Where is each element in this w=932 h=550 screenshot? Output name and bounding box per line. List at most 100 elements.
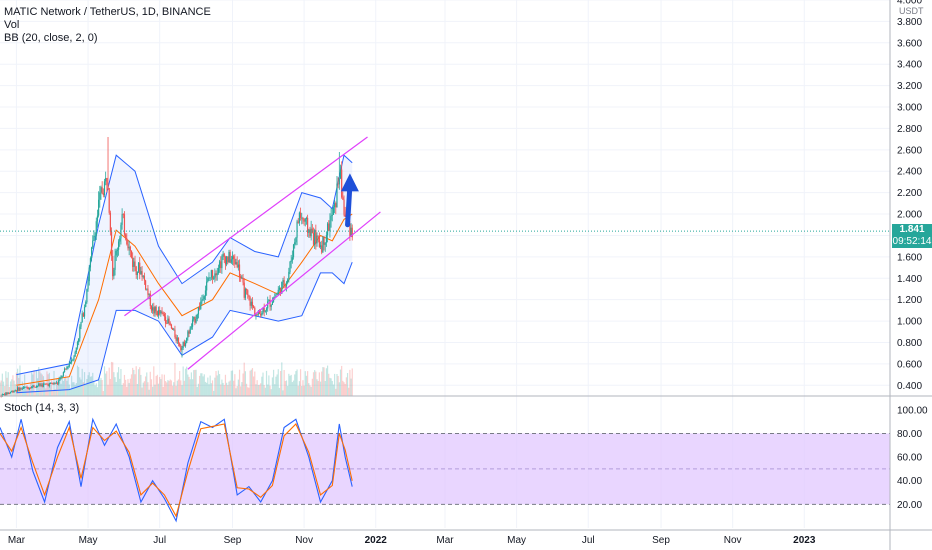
volume-bar xyxy=(107,384,109,396)
candle-body xyxy=(264,310,266,312)
candle-body xyxy=(47,384,49,386)
arrow-head[interactable] xyxy=(340,173,359,192)
candle-body xyxy=(81,313,83,323)
candle-body xyxy=(260,314,262,316)
price-tick-label: 3.800 xyxy=(897,17,922,28)
volume-bar xyxy=(94,385,96,396)
volume-bar xyxy=(82,382,84,396)
candle-body xyxy=(288,271,290,280)
stoch-indicator-label[interactable]: Stoch (14, 3, 3) xyxy=(4,402,80,414)
price-tick-label: 2.600 xyxy=(897,145,922,156)
volume-bar xyxy=(339,369,342,396)
volume-bar xyxy=(106,371,108,396)
time-tick-label: Jul xyxy=(582,535,595,546)
candle-body xyxy=(329,220,331,231)
channel-line[interactable] xyxy=(124,136,368,317)
volume-bar xyxy=(89,376,92,396)
volume-bar xyxy=(299,369,302,396)
volume-bar xyxy=(78,367,80,396)
volume-bar xyxy=(9,381,12,396)
candle-body xyxy=(149,293,151,306)
candle-body xyxy=(206,281,208,291)
volume-bar xyxy=(0,380,2,396)
candle-body xyxy=(58,380,60,384)
candle-body xyxy=(207,278,209,282)
volume-bar xyxy=(312,372,315,396)
price-tick-label: 4.000 xyxy=(897,0,922,7)
candle-body xyxy=(95,221,97,236)
candle-body xyxy=(226,256,228,265)
volume-bar xyxy=(123,374,126,396)
candle-body xyxy=(314,230,316,245)
candle-body xyxy=(125,234,127,239)
candle-body xyxy=(339,169,342,179)
volume-bar xyxy=(221,379,223,396)
volume-bar xyxy=(79,377,81,396)
volume-bar xyxy=(331,380,333,396)
candle-body xyxy=(173,329,175,331)
candle-body xyxy=(166,323,168,325)
volume-bar xyxy=(186,366,188,396)
candle-body xyxy=(301,217,303,219)
volume-bar xyxy=(256,380,258,396)
volume-bar xyxy=(137,369,140,396)
candle-body xyxy=(218,261,221,268)
channel-line[interactable] xyxy=(187,211,381,370)
bb-indicator-label[interactable]: BB (20, close, 2, 0) xyxy=(4,32,98,44)
symbol-title[interactable]: MATIC Network / TetherUS, 1D, BINANCE xyxy=(4,6,211,18)
price-series xyxy=(0,136,890,398)
time-tick-label: 2023 xyxy=(793,535,816,546)
candle-body xyxy=(29,387,32,389)
volume-bar xyxy=(321,371,323,396)
volume-bar xyxy=(194,369,196,396)
candle-body xyxy=(229,251,231,263)
candle-body xyxy=(134,261,136,267)
candle-body xyxy=(269,300,271,307)
volume-bar xyxy=(236,386,238,396)
candle-body xyxy=(86,289,88,303)
candle-body xyxy=(7,392,9,394)
price-tick-label: 3.000 xyxy=(897,103,922,114)
candle-body xyxy=(51,382,53,384)
candle-body xyxy=(137,262,140,272)
volume-bar xyxy=(241,382,243,396)
candle-body xyxy=(210,270,212,278)
candle-body xyxy=(261,312,263,316)
volume-bar xyxy=(59,380,61,396)
candle-body xyxy=(262,307,264,313)
volume-bar xyxy=(218,374,221,396)
time-tick-label: 2022 xyxy=(365,535,388,546)
volume-bar xyxy=(197,383,200,396)
candle-body xyxy=(40,384,42,386)
candle-body xyxy=(236,262,238,268)
volume-bar xyxy=(281,362,283,396)
candle-body xyxy=(105,178,107,182)
volume-bar xyxy=(344,383,346,396)
candle-body xyxy=(79,326,81,339)
volume-bar xyxy=(159,377,161,396)
price-tick-label: 1.400 xyxy=(897,274,922,285)
volume-bar xyxy=(276,374,278,396)
volume-bar xyxy=(174,362,176,396)
candle-body xyxy=(312,233,315,245)
candle-body xyxy=(186,337,188,344)
candle-body xyxy=(60,376,62,378)
candle-body xyxy=(12,390,14,393)
candle-body xyxy=(45,383,47,385)
vol-indicator-label[interactable]: Vol xyxy=(4,19,20,31)
volume-bar xyxy=(8,386,10,396)
candle-body xyxy=(321,245,323,253)
volume-bar xyxy=(13,380,15,396)
volume-bar xyxy=(326,365,329,396)
candle-body xyxy=(83,306,86,317)
candle-body xyxy=(188,331,190,334)
candle-body xyxy=(21,388,23,390)
arrow-shaft[interactable] xyxy=(345,182,353,228)
candle-body xyxy=(20,388,22,390)
candle-body xyxy=(80,322,82,327)
volume-bar xyxy=(247,387,249,396)
candle-body xyxy=(257,310,259,315)
candle-body xyxy=(238,264,241,277)
volume-bar xyxy=(140,374,142,396)
